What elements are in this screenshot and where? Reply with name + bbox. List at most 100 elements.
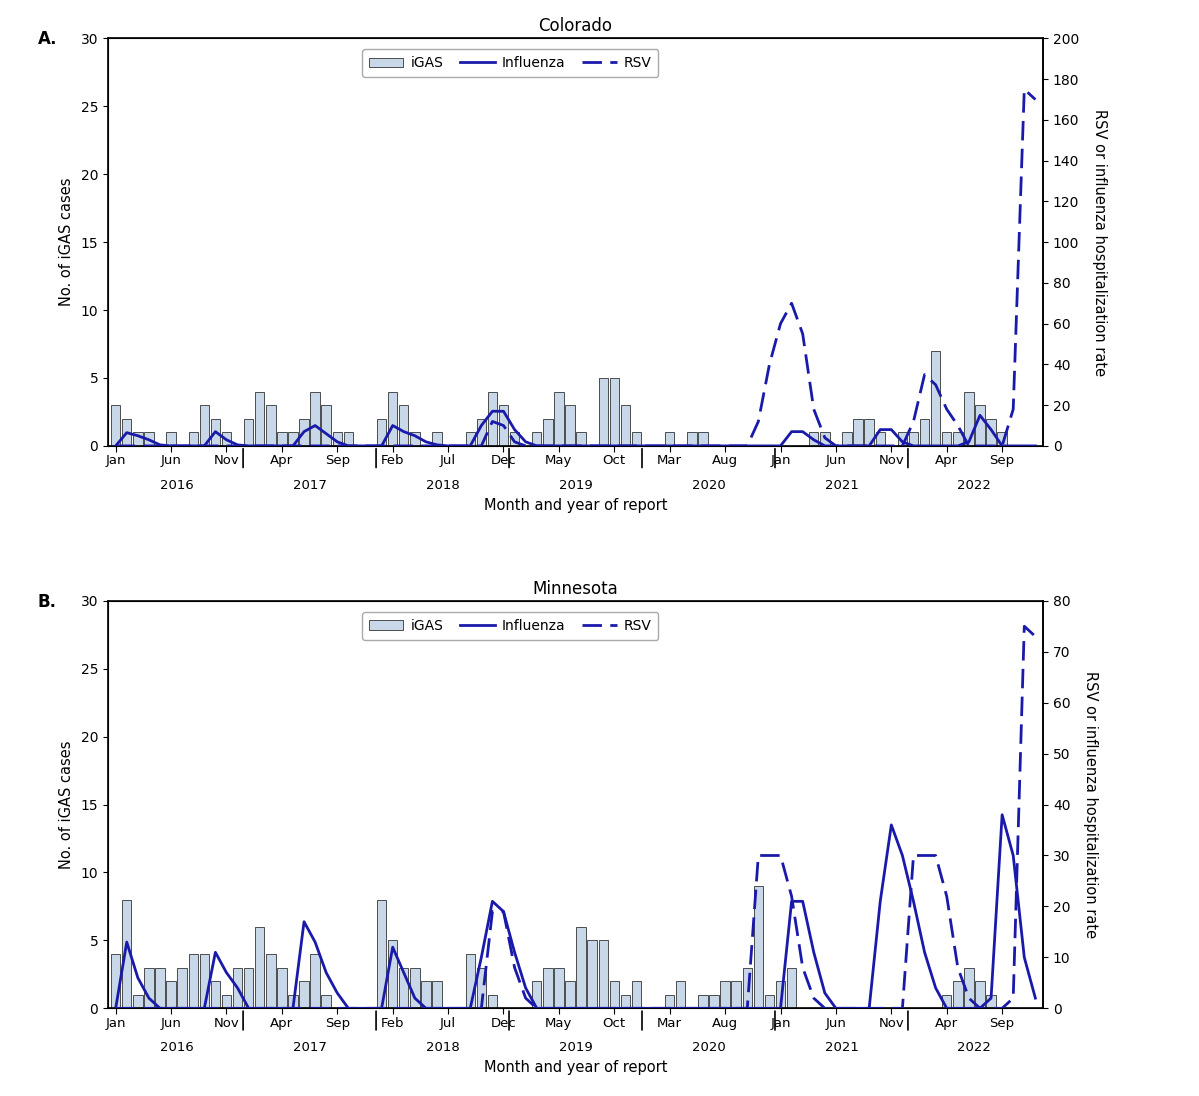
Bar [388, 391, 397, 446]
Bar [488, 391, 498, 446]
Bar [122, 419, 132, 446]
Bar [998, 432, 1007, 446]
Bar [953, 432, 963, 446]
Text: 2016: 2016 [159, 1041, 193, 1054]
Bar [532, 432, 542, 446]
Bar [199, 406, 209, 446]
Bar [399, 968, 409, 1008]
Bar [665, 995, 674, 1008]
Bar [742, 968, 752, 1008]
Bar [122, 900, 132, 1008]
Bar [665, 432, 674, 446]
Bar [277, 432, 287, 446]
Bar [975, 406, 984, 446]
Bar [410, 968, 420, 1008]
Bar [565, 406, 574, 446]
Bar [188, 954, 198, 1008]
Bar [554, 968, 564, 1008]
Bar [842, 432, 851, 446]
Bar [188, 432, 198, 446]
Bar [243, 419, 253, 446]
Bar [809, 432, 819, 446]
Text: A.: A. [38, 31, 58, 48]
Text: 2017: 2017 [293, 1041, 326, 1054]
Y-axis label: No. of iGAS cases: No. of iGAS cases [59, 740, 73, 869]
Bar [167, 432, 176, 446]
Bar [144, 432, 153, 446]
Bar [266, 406, 276, 446]
Title: Minnesota: Minnesota [532, 580, 619, 597]
X-axis label: Month and year of report: Month and year of report [483, 1060, 668, 1075]
Text: 2019: 2019 [559, 479, 592, 491]
Text: 2018: 2018 [426, 479, 459, 491]
Legend: iGAS, Influenza, RSV: iGAS, Influenza, RSV [362, 49, 658, 78]
Bar [266, 954, 276, 1008]
Text: B.: B. [38, 593, 56, 610]
Bar [754, 886, 763, 1008]
Bar [731, 981, 741, 1008]
Bar [288, 995, 297, 1008]
Bar [211, 419, 221, 446]
Bar [698, 432, 707, 446]
Bar [156, 968, 164, 1008]
Bar [499, 406, 508, 446]
Bar [233, 968, 242, 1008]
Bar [565, 981, 574, 1008]
Bar [776, 981, 785, 1008]
Bar [577, 432, 586, 446]
Y-axis label: RSV or influenza hospitalization rate: RSV or influenza hospitalization rate [1083, 671, 1098, 938]
Bar [288, 432, 297, 446]
Bar [211, 981, 221, 1008]
Bar [376, 419, 386, 446]
Bar [477, 968, 486, 1008]
Bar [687, 432, 697, 446]
Bar [477, 419, 486, 446]
Bar [277, 968, 287, 1008]
Bar [177, 968, 187, 1008]
Text: 2016: 2016 [159, 479, 193, 491]
X-axis label: Month and year of report: Month and year of report [483, 498, 668, 513]
Bar [311, 391, 320, 446]
Bar [421, 981, 430, 1008]
Text: 2022: 2022 [958, 1041, 992, 1054]
Bar [987, 419, 995, 446]
Bar [321, 995, 331, 1008]
Bar [255, 927, 265, 1008]
Text: 2021: 2021 [825, 1041, 858, 1054]
Bar [765, 995, 775, 1008]
Bar [621, 406, 631, 446]
Bar [598, 940, 608, 1008]
Bar [930, 351, 940, 446]
Bar [820, 432, 830, 446]
Bar [465, 954, 475, 1008]
Bar [598, 378, 608, 446]
Bar [167, 981, 176, 1008]
Bar [410, 432, 420, 446]
Bar [632, 432, 641, 446]
Bar [433, 981, 441, 1008]
Bar [676, 981, 686, 1008]
Bar [710, 995, 718, 1008]
Legend: iGAS, Influenza, RSV: iGAS, Influenza, RSV [362, 612, 658, 640]
Bar [112, 406, 120, 446]
Bar [987, 995, 995, 1008]
Bar [609, 378, 619, 446]
Text: 2020: 2020 [692, 1041, 725, 1054]
Bar [953, 981, 963, 1008]
Bar [721, 981, 730, 1008]
Bar [144, 968, 153, 1008]
Bar [510, 432, 519, 446]
Y-axis label: RSV or influenza hospitalization rate: RSV or influenza hospitalization rate [1092, 109, 1107, 376]
Bar [920, 419, 929, 446]
Bar [488, 995, 498, 1008]
Bar [465, 432, 475, 446]
Bar [964, 968, 974, 1008]
Bar [975, 981, 984, 1008]
Bar [854, 419, 863, 446]
Bar [787, 968, 796, 1008]
Text: 2019: 2019 [559, 1041, 592, 1054]
Bar [199, 954, 209, 1008]
Bar [942, 432, 952, 446]
Bar [632, 981, 641, 1008]
Title: Colorado: Colorado [538, 18, 613, 35]
